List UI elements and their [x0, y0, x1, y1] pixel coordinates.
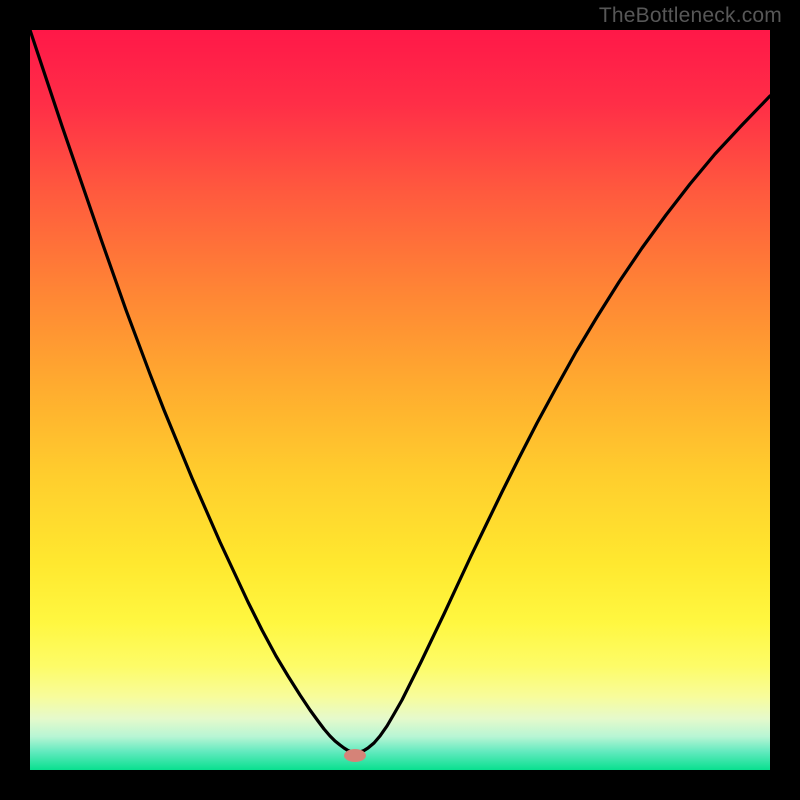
plot-area: [30, 30, 770, 770]
chart-frame: TheBottleneck.com: [0, 0, 800, 800]
chart-svg: [30, 30, 770, 770]
watermark-text: TheBottleneck.com: [599, 4, 782, 28]
gradient-background: [30, 30, 770, 770]
optimum-marker: [344, 749, 366, 762]
